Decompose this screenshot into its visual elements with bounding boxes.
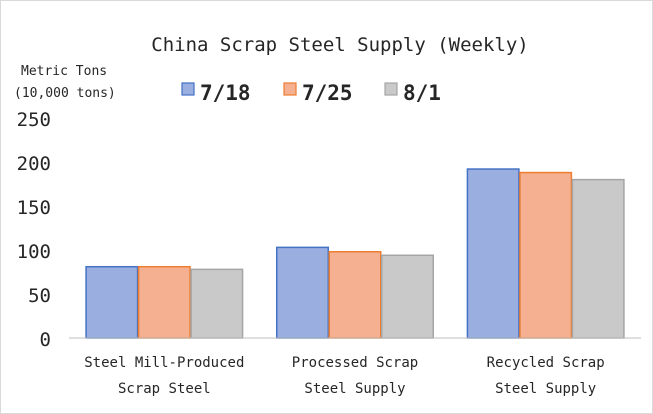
x-tick-label: Steel Mill-Produced	[84, 355, 244, 371]
y-tick-label: 200	[17, 153, 51, 175]
y-tick-label: 250	[17, 109, 51, 131]
y-tick-label: 100	[17, 241, 51, 263]
x-axis-labels: Steel Mill-Produced Scrap Steel Processed …	[84, 355, 604, 397]
legend-label: 7/18	[200, 81, 251, 105]
bar-7-18-cat-1	[276, 246, 329, 339]
y-axis-label-line-2: (10,000 tons)	[14, 86, 116, 101]
x-tick-label: Scrap Steel	[118, 381, 211, 397]
x-tick-label: Steel Supply	[495, 381, 596, 397]
legend-swatch	[384, 82, 398, 96]
bar-7-25-cat-0	[137, 265, 191, 339]
y-tick-label: 150	[17, 197, 51, 219]
x-tick-label: Steel Supply	[304, 381, 405, 397]
bar-8-1-cat-2	[571, 178, 625, 339]
bar-8-1-cat-0	[190, 268, 244, 339]
bar-7-18-cat-2	[466, 168, 520, 339]
bar-8-1-cat-1	[381, 254, 434, 339]
legend-swatch	[181, 82, 195, 96]
x-tick-label: Processed Scrap	[292, 355, 418, 371]
bar-7-25-cat-2	[519, 171, 573, 339]
bars	[85, 168, 625, 339]
legend-swatch	[283, 82, 297, 96]
bar-7-25-cat-1	[328, 251, 382, 339]
y-tick-label: 0	[40, 329, 51, 351]
legend-label: 7/25	[302, 81, 353, 105]
y-tick-label: 50	[28, 285, 51, 307]
legend: 7/18 7/25 8/1	[181, 81, 441, 105]
chart-title: China Scrap Steel Supply (Weekly)	[151, 34, 529, 56]
bar-7-18-cat-0	[85, 265, 139, 339]
y-axis-ticks: 0 50 100 150 200 250	[17, 109, 51, 351]
legend-label: 8/1	[403, 81, 441, 105]
y-axis-label-line-1: Metric Tons	[21, 64, 107, 79]
x-tick-label: Recycled Scrap	[487, 355, 605, 371]
